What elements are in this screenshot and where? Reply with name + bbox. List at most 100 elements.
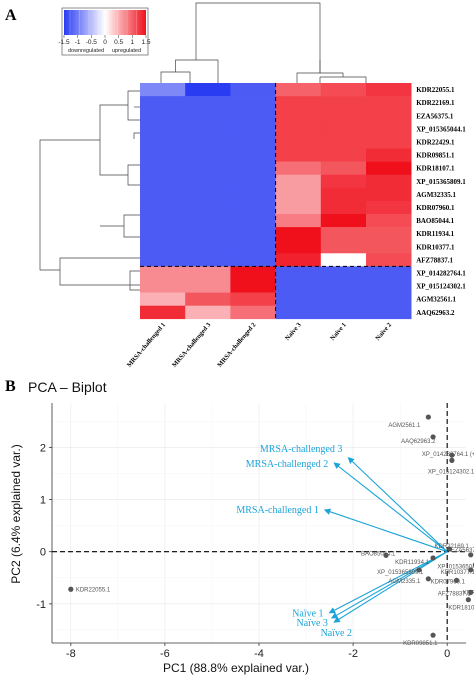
heatmap-cell xyxy=(185,96,231,110)
heatmap-cell xyxy=(230,200,276,215)
color-key-tick-label: 1 xyxy=(131,39,135,46)
color-key-ticks: -1.5 -1 -0.5 0 0.5 1 1.5 xyxy=(58,35,151,46)
pca-y-tick-label: 1 xyxy=(40,495,46,507)
color-key-tick-label: 0 xyxy=(103,39,107,46)
pca-point-label: KDR11934.1 xyxy=(395,560,430,566)
pca-point xyxy=(425,576,431,582)
pca-x-tick-label: -2 xyxy=(348,648,358,660)
heatmap-cell xyxy=(320,292,367,306)
heatmap-cell xyxy=(140,279,186,293)
color-key-high-label: upregulated xyxy=(112,48,141,54)
pca-point xyxy=(449,457,455,463)
heatmap-cell xyxy=(275,187,322,202)
heatmap-cell xyxy=(275,96,322,110)
pca-point xyxy=(430,555,436,561)
pca-point-label: XP_015124302.1 xyxy=(428,469,474,475)
color-key: -1.5 -1 -0.5 0 0.5 1 1.5 downregulated upregul… xyxy=(58,7,151,56)
heatmap-cell xyxy=(275,305,322,320)
heatmap-cell xyxy=(275,135,322,149)
heatmap-cell xyxy=(320,161,367,175)
heatmap-cell xyxy=(185,200,231,215)
pca-point xyxy=(468,552,474,558)
pca-point xyxy=(68,586,74,592)
heatmap-cell xyxy=(230,161,276,175)
pca-arrow-label: MRSA-challenged 2 xyxy=(246,459,329,470)
heatmap-cell xyxy=(185,148,231,162)
heatmap-cell xyxy=(230,227,276,241)
heatmap-cell xyxy=(185,161,231,175)
heatmap-row-label: XP_015365809.1 xyxy=(416,178,466,186)
heatmap-cell xyxy=(230,214,276,228)
pca-point-label: KDR22169.1 xyxy=(435,544,470,550)
heatmap-col-label: MRSA-challenged 2 xyxy=(216,322,257,369)
heatmap-cell xyxy=(140,174,186,189)
heatmap-cell xyxy=(275,174,322,189)
heatmap-cell xyxy=(275,200,322,215)
heatmap-cell xyxy=(185,227,231,241)
pca-point xyxy=(453,577,460,583)
heatmap-row-label: KDR09851.1 xyxy=(416,152,455,160)
heatmap-cell xyxy=(185,266,231,280)
color-key-tick-label: 1.5 xyxy=(141,39,150,46)
row-dendrogram xyxy=(39,90,140,291)
heatmap-cell xyxy=(230,187,276,202)
pca-point xyxy=(425,414,431,420)
pca-point-label: AGM2335.1 xyxy=(388,579,421,585)
color-key-tick-label: -1.5 xyxy=(58,39,70,46)
pca-point xyxy=(430,632,436,638)
heatmap-cell xyxy=(140,148,186,162)
heatmap-cell xyxy=(320,200,367,215)
heatmap-cell xyxy=(366,292,412,306)
heatmap-cell xyxy=(140,96,186,110)
pca-loading-arrow xyxy=(323,508,448,553)
heatmap-cell xyxy=(185,279,231,293)
heatmap-cell xyxy=(230,240,276,254)
pca-point xyxy=(468,567,474,573)
heatmap-row-label: AFZ78837.1 xyxy=(416,256,453,264)
heatmap-cell xyxy=(185,187,231,202)
heatmap-cell xyxy=(275,279,322,293)
pca-point-label: XP_015365809.1 xyxy=(377,570,424,576)
heatmap-cell xyxy=(185,83,231,97)
heatmap-cell xyxy=(275,240,322,254)
heatmap-row-label: AGM32561.1 xyxy=(416,296,456,304)
heatmap-cell xyxy=(366,135,412,149)
pca-plot: -8 -6 -4 -2 0 -1 0 1 2 MRSA-challenged 3 MRSA-chal… xyxy=(36,403,474,660)
pca-point-label: KDR07960.1 xyxy=(431,579,466,585)
pca-point xyxy=(465,597,471,603)
heatmap-cell xyxy=(320,96,367,110)
pca-y-tick-label: 2 xyxy=(40,442,46,454)
pca-point xyxy=(416,567,422,573)
color-key-tick-label: 0.5 xyxy=(114,39,123,46)
pca-y-axis-title: PC2 (6.4% explained var.) xyxy=(9,444,23,583)
pca-arrow-label: MRSA-challenged 1 xyxy=(236,505,319,516)
heatmap-cell xyxy=(230,266,276,280)
heatmap-cell xyxy=(185,174,231,189)
heatmap-cell xyxy=(320,240,367,254)
color-key-gradient xyxy=(64,10,146,35)
pca-point-label: XP_014282764.1 (+1) xyxy=(422,452,474,458)
heatmap-cell xyxy=(320,148,367,162)
heatmap-cell xyxy=(275,122,322,136)
heatmap-cell xyxy=(320,135,367,149)
heatmap-cell xyxy=(140,135,186,149)
heatmap-cell xyxy=(140,161,186,175)
heatmap-cell xyxy=(185,135,231,149)
pca-point xyxy=(449,452,455,458)
pca-point xyxy=(383,552,389,558)
heatmap-cell xyxy=(185,122,231,136)
pca-arrow-label: Naïve 1 xyxy=(292,609,323,620)
heatmap-col-label: Naïve 1 xyxy=(329,322,348,342)
heatmap-cell xyxy=(185,305,231,320)
heatmap-cell xyxy=(366,187,412,202)
pca-title: PCA – Biplot xyxy=(28,379,107,395)
heatmap-cell xyxy=(320,174,367,189)
heatmap-cell xyxy=(230,109,276,123)
heatmap-col-labels: MRSA-challenged 1 MRSA-challenged 3 MRSA-c… xyxy=(126,321,393,369)
heatmap-cell xyxy=(320,227,367,241)
heatmap-row-label: KDR22429.1 xyxy=(416,138,455,146)
color-key-tick-label: -0.5 xyxy=(86,39,98,46)
heatmap-cell xyxy=(230,292,276,306)
heatmap-row-label: AGM32335.1 xyxy=(416,191,456,199)
